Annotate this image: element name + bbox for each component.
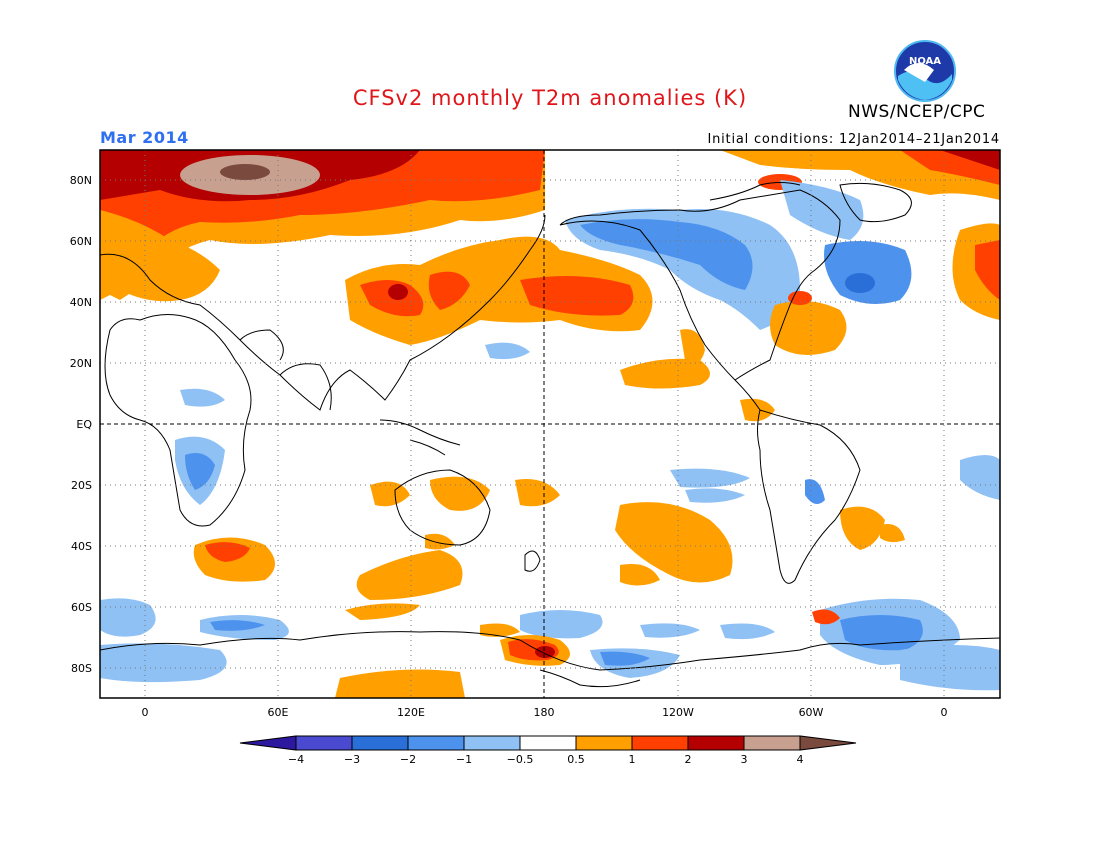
lat-label: 60N xyxy=(70,235,92,248)
lon-label: 0 xyxy=(142,706,149,719)
lat-label: 40N xyxy=(70,296,92,309)
colorbar-arrow-high xyxy=(799,735,857,751)
lon-label: 60W xyxy=(799,706,824,719)
lon-label: 120E xyxy=(397,706,425,719)
longitude-labels: 0 60E 120E 180 120W 60W 0 xyxy=(142,706,948,719)
colorbar-label: −0.5 xyxy=(507,753,534,766)
colorbar-swatch xyxy=(295,735,353,751)
coastlines xyxy=(100,182,1000,688)
colorbar-label: −3 xyxy=(344,753,360,766)
colorbar-label: −1 xyxy=(456,753,472,766)
graticule xyxy=(100,150,1000,698)
colorbar-swatch xyxy=(519,735,577,751)
lat-label: 80N xyxy=(70,174,92,187)
noaa-logo-icon: NOAA xyxy=(894,40,956,102)
colorbar-swatch xyxy=(351,735,409,751)
colorbar: −4 −3 −2 −1 −0.5 0.5 1 2 3 4 xyxy=(239,735,857,766)
lat-label: 20N xyxy=(70,357,92,370)
lat-label: 60S xyxy=(71,601,92,614)
colorbar-label: 2 xyxy=(685,753,692,766)
initial-conditions: Initial conditions: 12Jan2014–21Jan2014 xyxy=(707,132,1000,147)
colorbar-label: 1 xyxy=(629,753,636,766)
lon-label: 60E xyxy=(268,706,289,719)
colorbar-label: 0.5 xyxy=(567,753,585,766)
lon-label: 180 xyxy=(534,706,555,719)
colorbar-label: −4 xyxy=(288,753,304,766)
lat-label: EQ xyxy=(76,418,92,431)
agency-label: NWS/NCEP/CPC xyxy=(848,102,986,122)
lat-label: 20S xyxy=(71,479,92,492)
lat-label: 40S xyxy=(71,540,92,553)
map-frame xyxy=(99,149,1001,699)
colorbar-swatch xyxy=(407,735,465,751)
latitude-labels: 80N 60N 40N 20N EQ 20S 40S 60S 80S xyxy=(70,174,93,675)
svg-text:NOAA: NOAA xyxy=(909,56,941,67)
colorbar-arrow-low xyxy=(239,735,297,751)
colorbar-swatch xyxy=(463,735,521,751)
colorbar-label: 4 xyxy=(797,753,804,766)
lat-label: 80S xyxy=(71,662,92,675)
colorbar-label: 3 xyxy=(741,753,748,766)
colorbar-swatch xyxy=(743,735,801,751)
valid-month: Mar 2014 xyxy=(100,128,189,147)
colorbar-swatch xyxy=(631,735,689,751)
colorbar-label: −2 xyxy=(400,753,416,766)
colorbar-swatch xyxy=(575,735,633,751)
lon-label: 120W xyxy=(662,706,694,719)
colorbar-swatch xyxy=(687,735,745,751)
lon-label: 0 xyxy=(941,706,948,719)
map-title: CFSv2 monthly T2m anomalies (K) xyxy=(352,86,748,110)
equator-dateline xyxy=(100,150,1000,698)
